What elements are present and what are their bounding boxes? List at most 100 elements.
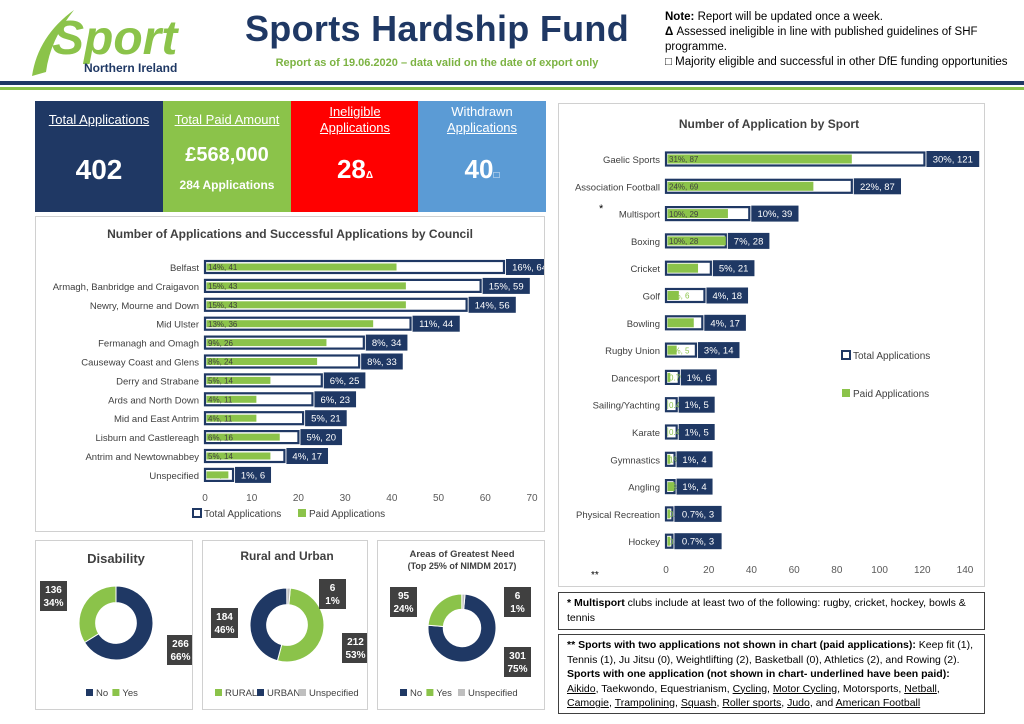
kpi-total-applications: Total Applications 402 (35, 101, 163, 212)
paid-bar (206, 358, 318, 365)
total-data-label: 6%, 25 (330, 376, 360, 387)
category-label: Karate (632, 428, 660, 439)
kpi-value: 402 (75, 154, 123, 185)
category-label: Mid and East Antrim (114, 414, 199, 425)
paid-bar (206, 339, 327, 347)
donut-slice (427, 593, 463, 628)
legend-total-label: Total Applications (853, 351, 930, 362)
total-label-box (305, 410, 347, 427)
note-ineligible: Δ Assessed ineligible in line with publi… (665, 26, 978, 53)
total-data-label: 3%, 14 (704, 346, 734, 357)
total-label-box (678, 396, 715, 413)
kpi-withdrawn: Withdrawn Applications 40□ (418, 101, 546, 212)
total-label-box (365, 334, 408, 351)
category-label: Gaelic Sports (603, 155, 660, 166)
paid-data-label: 13%, 36 (208, 320, 238, 329)
total-data-label: 1%, 4 (682, 455, 706, 466)
paid-bar (206, 263, 397, 271)
total-label-box (712, 260, 755, 277)
chart-title: Areas of Greatest Need (409, 549, 514, 560)
kpi-value: 28 (336, 154, 366, 184)
paid-data-label: 14%, 41 (208, 263, 238, 272)
disability-chart-panel: Disability 266 66% 136 34% No Yes (35, 540, 194, 710)
kpi-total-paid: Total Paid Amount £568,000 284 Applicati… (163, 101, 291, 212)
slice-label-value: 184 (216, 612, 233, 623)
legend-total-label: Total Applications (204, 509, 281, 520)
total-label-box (678, 424, 715, 440)
category-label: Dancesport (611, 373, 660, 384)
slice-label-percent: 1% (510, 604, 525, 615)
slice-label-box (167, 635, 194, 665)
total-label-box (674, 533, 722, 550)
slice-label-value: 301 (509, 651, 526, 662)
sport-item: Motorsports (842, 682, 899, 695)
council-chart: Number of Applications and Successful Ap… (53, 227, 554, 520)
multisport-mark: * (599, 203, 604, 215)
paid-bar (206, 471, 229, 479)
logo-wordmark: Sport (52, 12, 179, 65)
x-tick-label: 140 (957, 565, 974, 576)
slice-label-box (504, 647, 531, 677)
paid-bar (667, 427, 669, 437)
x-tick-label: 80 (831, 565, 843, 576)
slice-label-box (40, 581, 67, 611)
header-rule-green (0, 87, 1024, 90)
kpi-label-2: Applications (319, 120, 391, 135)
paid-bar (667, 263, 699, 273)
chart-title: Rural and Urban (240, 549, 333, 563)
sport-item: Motor Cycling (772, 682, 838, 695)
total-bar (664, 397, 678, 413)
legend-swatch (299, 689, 306, 696)
category-label: Gymnastics (610, 455, 660, 466)
slice-label-box (342, 633, 369, 663)
total-data-label: 7%, 28 (734, 236, 764, 247)
category-label: Antrim and Newtownabbey (85, 452, 199, 463)
kpi-label: Total Paid Amount (174, 112, 280, 127)
sport-ni-logo: Sport Northern Ireland (28, 6, 206, 78)
slice-label-percent: 24% (393, 604, 413, 615)
square-mark: □ (493, 170, 500, 181)
slice-label-value: 6 (515, 591, 521, 602)
x-tick-label: 20 (293, 493, 305, 504)
slice-label-percent: 66% (170, 652, 190, 663)
paid-bar (206, 414, 257, 422)
total-label-box (505, 259, 554, 275)
legend-label: URBAN (267, 688, 300, 699)
category-label: Armagh, Banbridge and Craigavon (53, 282, 199, 293)
total-label-box (680, 369, 717, 386)
x-tick-label: 30 (340, 493, 352, 504)
rural-urban-chart-panel: Rural and Urban 212 53% 184 46% 6 1% RURAL URBAN… (202, 540, 369, 710)
total-data-label: 1%, 6 (687, 373, 711, 384)
total-data-label: 1%, 5 (685, 400, 709, 411)
one-application-sports: Aikido, Taekwondo, Equestrianism, Cyclin… (567, 682, 940, 710)
total-data-label: 8%, 34 (372, 338, 402, 349)
paid-bar (667, 372, 671, 382)
paid-bar (667, 154, 852, 164)
sport-item: Squash (680, 697, 717, 709)
total-data-label: 5%, 20 (306, 433, 336, 444)
total-data-label: 0.7%, 3 (682, 509, 714, 520)
category-label: Belfast (170, 263, 199, 274)
total-label-box (314, 391, 357, 408)
header-notes: Note: Report will be updated once a week… (665, 10, 1015, 70)
legend-total-swatch (841, 350, 851, 360)
paid-data-label: 2%, 5 (669, 346, 690, 355)
legend-total-swatch (192, 508, 202, 518)
donut-slice (427, 593, 497, 663)
kpi-label: Ineligible (329, 104, 381, 119)
paid-data-label: 9%, 26 (208, 339, 233, 348)
paid-data-label: 24%, 69 (669, 183, 699, 192)
category-label: Boxing (631, 237, 660, 248)
x-tick-label: 120 (914, 565, 931, 576)
kpi-value: £568,000 (185, 144, 269, 166)
total-data-label: 0.7%, 3 (682, 537, 714, 548)
paid-data-label: 6%, 16 (208, 433, 233, 442)
total-label-box (727, 232, 770, 249)
total-data-label: 4%, 17 (710, 318, 740, 329)
total-data-label: 15%, 59 (489, 281, 524, 292)
kpi-ineligible: Ineligible Applications 28Δ (291, 101, 419, 212)
x-tick-label: 40 (746, 565, 758, 576)
paid-data-label: 10%, 28 (669, 237, 699, 246)
x-tick-label: 60 (789, 565, 801, 576)
chart-title: Number of Application by Sport (679, 117, 859, 131)
